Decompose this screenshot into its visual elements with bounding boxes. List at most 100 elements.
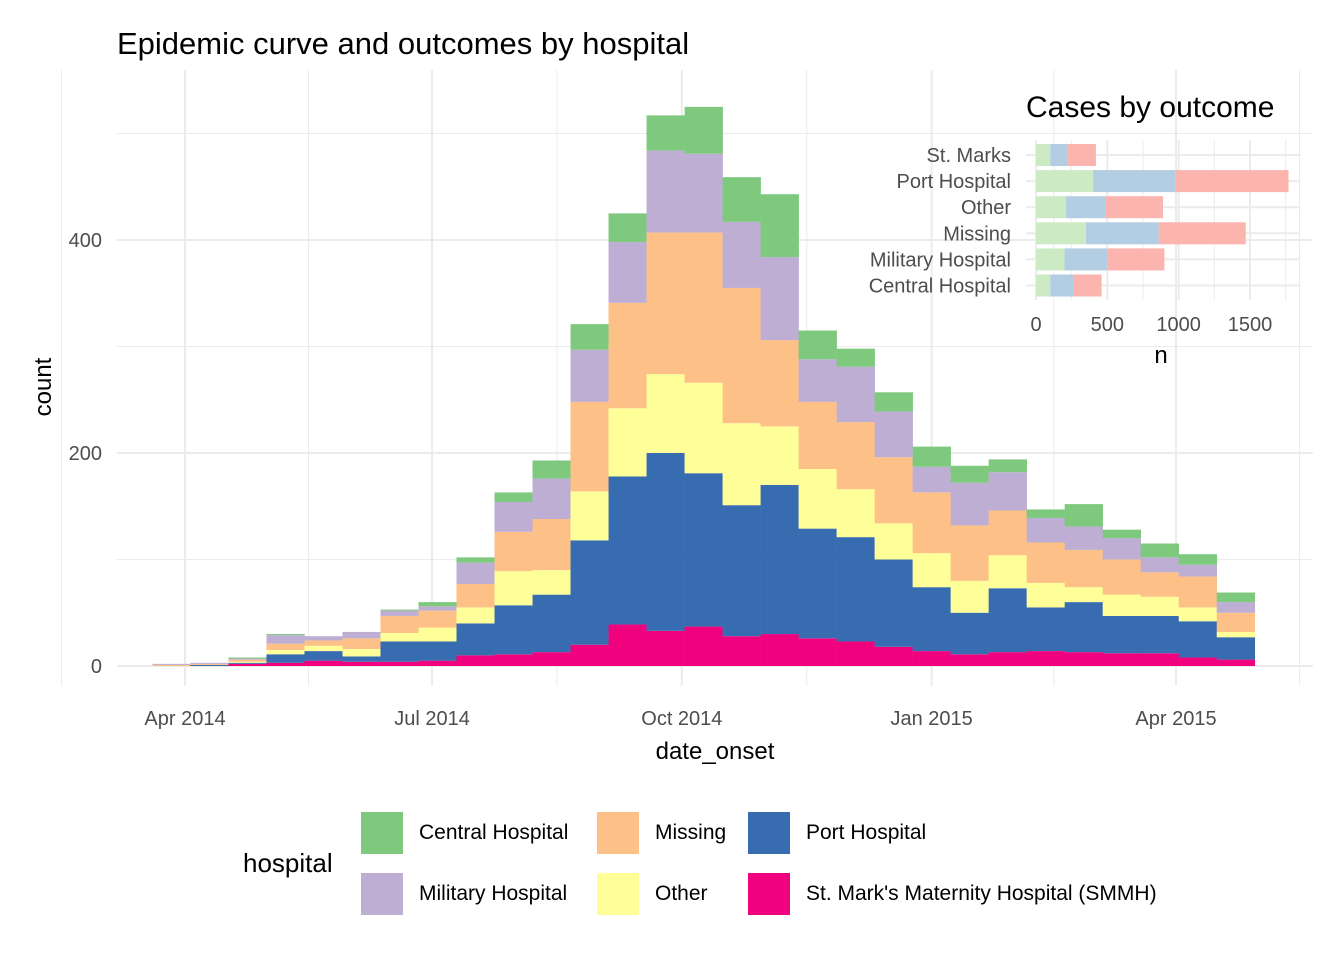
- bar-segment: [1026, 517, 1065, 543]
- inset-chart: Cases by outcome St. Marks Port Hospital O…: [869, 91, 1300, 369]
- bar-segment: [1064, 504, 1103, 527]
- inset-bar-segment: [1036, 274, 1051, 297]
- inset-x-tick-label: 1500: [1228, 314, 1273, 336]
- bar-segment: [1102, 615, 1142, 654]
- bar-segment: [722, 177, 761, 222]
- bar-segment: [266, 654, 305, 663]
- bar-segment: [1064, 587, 1103, 603]
- legend-item: Other: [597, 873, 708, 915]
- bar-segment: [570, 644, 609, 666]
- bar-segment: [684, 232, 723, 383]
- bar-segment: [1102, 538, 1142, 560]
- bar-segment: [684, 153, 723, 233]
- legend-swatch: [361, 812, 403, 854]
- bar-segment: [988, 588, 1027, 653]
- bar-segment: [1178, 564, 1218, 577]
- bar-segment: [608, 408, 647, 477]
- bar-segment: [1178, 607, 1218, 622]
- bar-segment: [608, 242, 647, 303]
- bar-segment: [304, 645, 343, 652]
- bar-segment: [874, 559, 913, 647]
- bar-segment: [1102, 559, 1142, 595]
- bar-segment: [342, 661, 381, 666]
- x-tick-label: Apr 2015: [1135, 708, 1216, 730]
- legend-label: Military Hospital: [419, 882, 568, 905]
- bar-segment: [570, 349, 609, 402]
- bar-segment: [988, 652, 1027, 666]
- bar-segment: [228, 661, 267, 663]
- bar-segment: [570, 324, 609, 350]
- bar-segment: [988, 459, 1027, 473]
- inset-bar-segment: [1050, 144, 1068, 166]
- bar-segment: [874, 457, 913, 524]
- bar-segment: [988, 472, 1027, 511]
- bar-segment: [684, 473, 723, 627]
- inset-bar-segment: [1036, 196, 1066, 219]
- bar-segment: [304, 636, 343, 641]
- bar-segment: [722, 287, 761, 424]
- bar-segment: [684, 382, 723, 474]
- bar-segment: [228, 662, 267, 664]
- legend-label: Port Hospital: [806, 821, 927, 844]
- bar-segment: [1026, 607, 1065, 652]
- x-axis-ticks: Apr 2014 Jul 2014 Oct 2014 Jan 2015 Apr 2015: [144, 708, 1216, 730]
- bar-segment: [342, 648, 381, 657]
- inset-x-tick-label: 0: [1030, 314, 1041, 336]
- bar-segment: [1102, 594, 1142, 616]
- legend-item: St. Mark's Maternity Hospital (SMMH): [748, 873, 1157, 915]
- bar-segment: [912, 587, 951, 652]
- bar-segment: [950, 612, 989, 655]
- inset-y-tick-label: Other: [961, 197, 1011, 219]
- bar-segment: [798, 638, 837, 666]
- inset-bar-segment: [1093, 170, 1176, 193]
- bar-segment: [418, 602, 457, 607]
- bar-segment: [342, 631, 381, 639]
- bar-segment: [1026, 651, 1065, 666]
- legend-swatch: [597, 812, 639, 854]
- inset-bar-segment: [1064, 248, 1108, 271]
- legend-label: Central Hospital: [419, 821, 569, 844]
- bar-segment: [836, 422, 875, 490]
- bar-segment: [152, 663, 191, 665]
- legend-swatch: [748, 873, 790, 915]
- bar-segment: [266, 662, 305, 666]
- chart-title: Epidemic curve and outcomes by hospital: [117, 26, 690, 61]
- bar-segment: [380, 610, 419, 616]
- bar-segment: [456, 557, 495, 563]
- bar-segment: [760, 194, 799, 258]
- y-tick-label: 200: [69, 443, 102, 465]
- bar-segment: [608, 302, 647, 409]
- bar-segment: [494, 531, 533, 572]
- bar-segment: [874, 646, 913, 666]
- bar-segment: [1026, 509, 1065, 518]
- bar-segment: [456, 583, 495, 608]
- legend-item: Missing: [597, 812, 726, 854]
- epi-bars: [152, 106, 1256, 666]
- inset-bar-segment: [1036, 144, 1051, 166]
- bar-segment: [836, 366, 875, 423]
- legend-swatch: [748, 812, 790, 854]
- bar-segment: [1216, 602, 1256, 613]
- inset-bar-segment: [1085, 222, 1159, 245]
- bar-segment: [532, 460, 571, 479]
- bar-segment: [988, 510, 1027, 556]
- bar-segment: [1178, 554, 1218, 565]
- bar-segment: [380, 661, 419, 666]
- bar-segment: [608, 213, 647, 243]
- bar-segment: [1140, 615, 1180, 654]
- bar-segment: [988, 555, 1027, 589]
- bar-segment: [798, 330, 837, 360]
- inset-y-tick-label: Military Hospital: [870, 249, 1011, 271]
- inset-y-ticks: St. Marks Port Hospital Other Missing Milita…: [869, 145, 1012, 298]
- bar-segment: [1064, 549, 1103, 588]
- bar-segment: [646, 453, 685, 631]
- bar-segment: [836, 489, 875, 538]
- inset-bar-segment: [1036, 248, 1065, 271]
- bar-segment: [342, 656, 381, 662]
- bar-segment: [836, 537, 875, 642]
- bar-segment: [722, 221, 761, 288]
- bar-segment: [950, 465, 989, 483]
- bar-segment: [456, 562, 495, 584]
- bar-segment: [1178, 657, 1218, 666]
- x-tick-label: Jan 2015: [890, 708, 972, 730]
